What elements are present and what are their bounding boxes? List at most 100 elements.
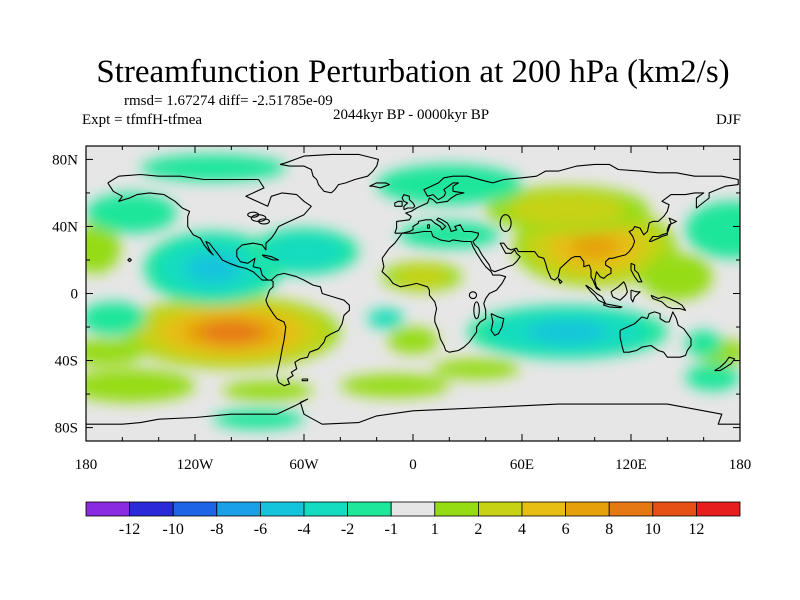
colorbar-box: [129, 501, 174, 517]
colorbar-box: [477, 501, 523, 517]
lon-tick-label: 60W: [289, 457, 319, 473]
colorbar-label: 2: [474, 521, 482, 538]
field-feature: [398, 221, 501, 249]
coastline: [279, 153, 380, 194]
lon-tick-label: 60E: [510, 457, 534, 473]
season-label: DJF: [716, 112, 741, 128]
coastline: [619, 311, 692, 358]
colorbar-label: 12: [688, 521, 704, 538]
figure-title: Streamfunction Perturbation at 200 hPa (…: [96, 54, 729, 90]
coastline: [107, 173, 312, 281]
field-contour-level: [185, 253, 241, 284]
coastline: [714, 356, 736, 372]
colorbar-label: -4: [297, 521, 310, 538]
lake-outline: [468, 291, 478, 300]
field-feature: [485, 186, 650, 234]
latitude-labels: 80N 40N 0 40S 80S: [52, 152, 78, 436]
period-label: 2044kyr BP - 0000kyr BP: [333, 107, 489, 123]
field-contour-level: [213, 409, 304, 430]
lake-outline: [247, 211, 260, 218]
colorbar-box: [259, 501, 305, 517]
lake-outline: [499, 214, 512, 233]
lat-tick-label: 40S: [55, 354, 78, 370]
field-contour-level: [86, 301, 146, 336]
lon-tick-label: 180: [75, 457, 98, 473]
lon-tick-label: 0: [409, 457, 417, 473]
field-contour-level: [571, 235, 619, 259]
colorbar-label: 10: [645, 521, 661, 538]
field-feature: [140, 154, 286, 182]
colorbar-label: -1: [385, 521, 398, 538]
field-contour-level: [509, 192, 626, 227]
lon-tick-label: 120W: [177, 457, 215, 473]
coastline: [490, 313, 505, 336]
field-feature: [685, 201, 740, 259]
field-feature: [144, 231, 283, 306]
colorbar-label: 8: [605, 521, 613, 538]
lon-tick-label: 120E: [615, 457, 647, 473]
colorbar-box: [521, 501, 566, 517]
colorbar: -12 -10 -8 -6 -4 -2 -1 1 2 4 6 8 10 12: [85, 501, 741, 538]
map-panel: 80N 40N 0 40S 80S 180 120W 60W 0 60E 120E 180: [52, 145, 752, 473]
contour-field: [86, 154, 740, 430]
longitude-labels: 180 120W 60W 0 60E 120E 180: [75, 457, 752, 473]
field-contour-level: [387, 327, 439, 354]
field-contour-level: [263, 233, 345, 270]
field-contour-level: [372, 311, 400, 327]
field-contour-level: [527, 321, 608, 343]
coastlines: [86, 153, 740, 425]
coastline: [381, 230, 507, 353]
stats-label: rmsd= 1.67274 diff= -2.51785e-09: [124, 93, 333, 109]
field-blobs: [86, 154, 740, 430]
coastline: [394, 163, 739, 291]
field-contour-level: [398, 221, 501, 249]
field-contour-level: [685, 363, 740, 391]
coastline: [401, 194, 416, 211]
coastline: [648, 217, 677, 243]
colorbar-box: [565, 501, 610, 517]
coastline: [265, 272, 350, 387]
field-contour-level: [86, 368, 195, 403]
colorbar-box: [652, 501, 697, 517]
field-contour-level: [200, 321, 262, 343]
field-feature: [86, 192, 177, 234]
lat-tick-label: 80N: [52, 152, 78, 168]
colorbar-box: [303, 501, 348, 517]
field-feature: [122, 295, 341, 369]
field-feature: [340, 373, 450, 398]
field-feature: [685, 330, 722, 358]
field-contour-level: [140, 154, 286, 182]
field-contour-level: [222, 380, 314, 401]
lat-tick-label: 40N: [52, 219, 78, 235]
coastline: [610, 281, 628, 301]
field-feature: [222, 380, 314, 401]
coastline: [603, 303, 623, 309]
field-feature: [86, 301, 146, 336]
field-feature: [249, 228, 359, 276]
coastline: [557, 277, 563, 284]
field-feature: [640, 253, 713, 301]
colorbar-box: [172, 501, 218, 517]
colorbar-box: [347, 501, 392, 517]
field-contour-level: [432, 358, 521, 379]
lake-outline: [258, 218, 271, 225]
colorbar-box: [434, 501, 479, 517]
field-contour-level: [395, 266, 449, 287]
field-feature: [376, 164, 522, 205]
coastline: [630, 262, 643, 283]
colorbar-box: [85, 501, 130, 517]
field-feature: [467, 305, 668, 359]
field-feature: [86, 223, 121, 274]
field-feature: [432, 358, 521, 379]
field-contour-level: [340, 373, 450, 398]
field-contour-level: [685, 330, 722, 358]
coastline: [301, 378, 309, 382]
colorbar-box: [696, 501, 741, 517]
experiment-label: Expt = tfmfH-tfmea: [82, 112, 202, 128]
field-feature: [86, 368, 195, 403]
field-feature: [387, 327, 439, 354]
field-contour-level: [640, 253, 713, 301]
colorbar-label: 4: [518, 521, 526, 538]
colorbar-labels: -12 -10 -8 -6 -4 -2 -1 1 2 4 6 8 10 12: [119, 521, 704, 538]
